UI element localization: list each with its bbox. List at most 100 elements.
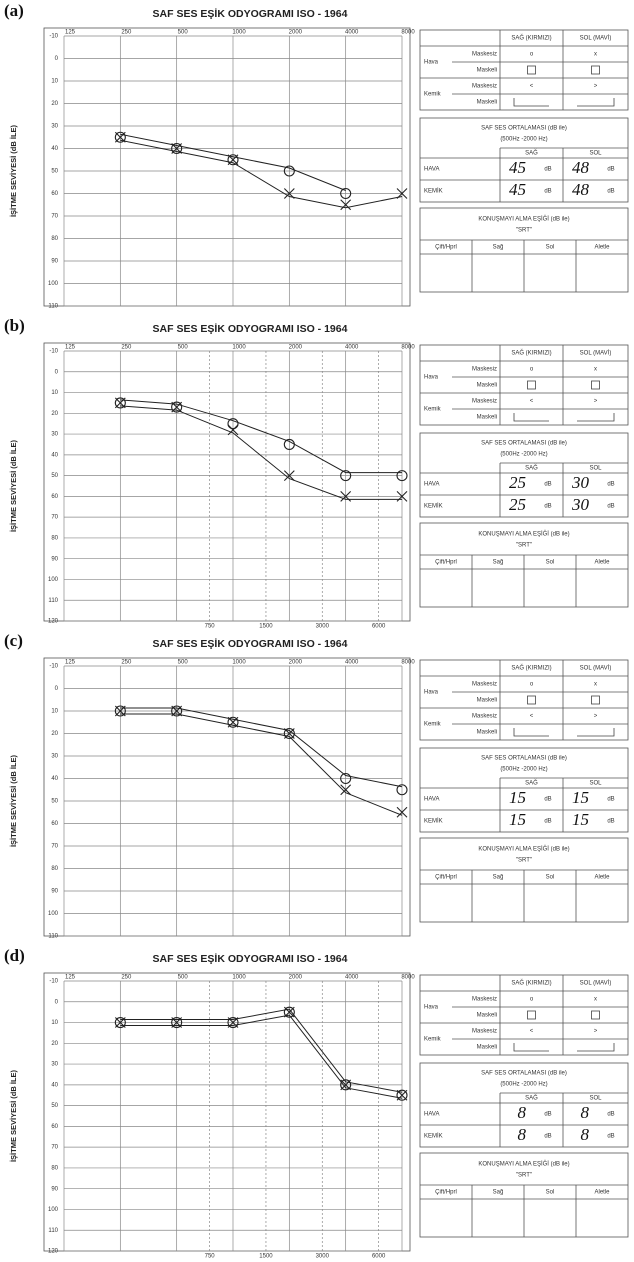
x-marker [171, 1017, 183, 1028]
y-tick-label: 90 [51, 1186, 58, 1192]
x-stroke [227, 154, 239, 166]
column-header: SAĞ [525, 150, 538, 157]
row-label: Maskesiz [472, 84, 497, 90]
y-tick-label: 90 [51, 259, 58, 265]
masked-bone-symbol [577, 98, 615, 107]
unit-label: dB [607, 504, 614, 510]
masked-air-symbol [527, 380, 536, 390]
o-marker [396, 784, 408, 796]
x-stroke [283, 188, 295, 199]
y-tick-label: 120 [48, 1249, 59, 1255]
symbol: > [594, 714, 598, 720]
unit-label: dB [544, 819, 551, 825]
unit-label: dB [544, 167, 551, 173]
x-marker [227, 1017, 239, 1028]
row-label: Hava [424, 60, 439, 66]
y-tick-label: 10 [51, 390, 58, 396]
column-header: Aletle [594, 875, 610, 881]
row-label: Maskeli [477, 68, 497, 74]
o-marker [283, 1006, 295, 1018]
x-tick-label: 125 [65, 975, 76, 981]
row-label: Hava [424, 690, 439, 696]
x-stroke [396, 490, 408, 502]
y-tick-label: 90 [51, 889, 58, 895]
masked-bone-symbol [513, 1043, 549, 1052]
table-header: SOL (MAVİ) [580, 35, 612, 42]
y-tick-label: 60 [51, 494, 58, 500]
x-tick-label: 125 [65, 345, 76, 351]
table-title: KONUŞMAYI ALMA EŞİĞİ (dB ile) [478, 531, 569, 538]
y-tick-label: 40 [51, 452, 58, 458]
handwritten-value: 15 [572, 788, 589, 807]
y-tick-label: 50 [51, 169, 58, 175]
unit-label: dB [544, 189, 551, 195]
column-header: Çift/Hprl [435, 875, 457, 881]
y-tick-label: 100 [48, 577, 59, 583]
y-tick-label: 110 [48, 1228, 58, 1234]
row-label: Maskesiz [472, 997, 497, 1003]
x-tick-label: 1000 [232, 30, 246, 36]
x-marker [227, 154, 239, 166]
panel-label: (b) [4, 316, 25, 335]
y-tick-label: 110 [48, 934, 58, 940]
threshold-line [120, 399, 402, 474]
row-label: HAVA [424, 482, 439, 488]
y-tick-label: 10 [51, 79, 58, 85]
column-header: Aletle [594, 245, 610, 251]
y-tick-label: 110 [48, 598, 58, 604]
x-tick-label: 500 [178, 975, 189, 981]
symbol: x [594, 682, 597, 688]
row-label: Maskesiz [472, 367, 497, 373]
o-marker [227, 716, 239, 728]
y-tick-label: -10 [49, 34, 58, 40]
x-tick-label: 1000 [232, 975, 246, 981]
o-marker [283, 438, 295, 451]
row-label: Hava [424, 375, 439, 381]
column-header: Çift/Hprl [435, 560, 457, 566]
y-tick-label: 60 [51, 821, 58, 827]
table-header: SOL (MAVİ) [580, 665, 612, 672]
x-tick-label: 2000 [289, 975, 303, 981]
chart-title: SAF SES EŞİK ODYOGRAMI ISO - 1964 [153, 952, 348, 965]
handwritten-value: 8 [581, 1103, 590, 1122]
row-label: Maskeli [477, 1045, 497, 1051]
table-header: SAĞ (KIRMIZI) [511, 350, 551, 357]
symbol: x [594, 367, 597, 373]
symbol: > [594, 1029, 598, 1035]
x-marker [227, 424, 239, 436]
handwritten-value: 48 [572, 180, 590, 199]
x-stroke [340, 784, 352, 796]
column-header: Sağ [493, 875, 504, 881]
x-marker [114, 131, 126, 143]
y-tick-label: 40 [51, 776, 58, 782]
table-title: SAF SES ORTALAMASI (dB ile) [481, 1071, 567, 1077]
column-header: SAĞ [525, 1095, 538, 1102]
handwritten-value: 15 [572, 810, 589, 829]
x-marker [396, 490, 408, 502]
y-tick-label: 0 [55, 56, 59, 62]
o-marker [396, 1089, 408, 1101]
y-tick-label: 30 [51, 754, 58, 760]
row-label: Hava [424, 1005, 439, 1011]
table-subtitle: (500Hz -2000 Hz) [500, 452, 547, 458]
x-tick-label: 500 [178, 660, 189, 666]
o-marker [171, 1016, 183, 1029]
symbol: < [530, 714, 534, 720]
y-tick-label: 70 [51, 1145, 58, 1151]
unit-label: dB [607, 167, 614, 173]
table-cell [419, 974, 629, 1056]
x-minor-tick-label: 3000 [316, 1254, 330, 1260]
x-stroke [227, 1017, 239, 1028]
y-axis-label: İŞİTME SEVİYESİ (dB İLE) [9, 124, 18, 217]
unit-label: dB [544, 482, 551, 488]
y-axis-label: İŞİTME SEVİYESİ (dB İLE) [9, 754, 18, 847]
unit-label: dB [607, 189, 614, 195]
x-tick-label: 2000 [289, 660, 303, 666]
x-marker [283, 1006, 295, 1018]
row-label: KEMİK [424, 818, 443, 825]
table-cell [419, 659, 629, 741]
column-header: Sol [546, 1190, 555, 1196]
x-minor-tick-label: 1500 [259, 624, 273, 630]
column-header: Sağ [493, 1190, 504, 1196]
row-label: Maskesiz [472, 52, 497, 58]
